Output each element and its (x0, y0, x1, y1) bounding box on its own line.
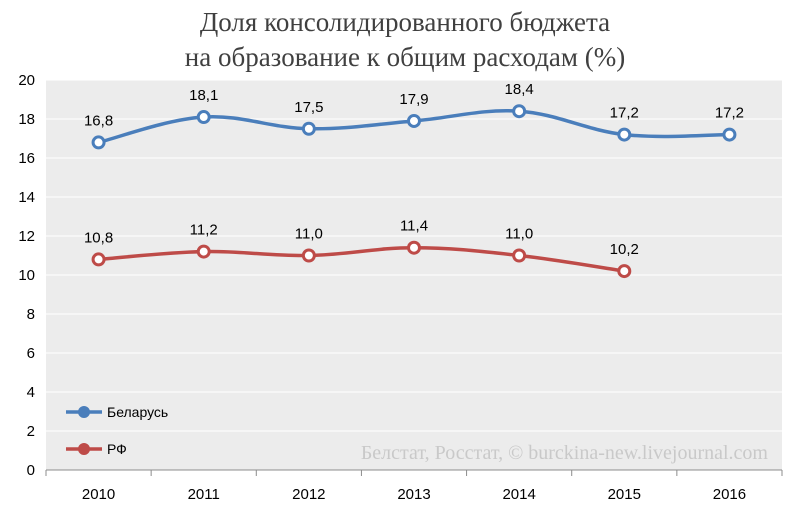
data-point (512, 248, 527, 263)
plot-area: 0 2 4 6 8 10 12 14 16 18 20 2010 2011 2012 2013 2014 201… (18, 72, 783, 503)
data-point (407, 240, 421, 255)
x-tick-label: 2015 (608, 486, 641, 503)
y-tick-label: 6 (27, 345, 35, 362)
y-tick-label: 4 (27, 384, 35, 401)
data-label: 10,2 (610, 241, 639, 258)
data-point (512, 104, 527, 119)
y-tick-label: 18 (18, 111, 35, 128)
data-label: 11,4 (400, 218, 428, 235)
data-label: 18,1 (189, 87, 218, 104)
x-tick-label: 2010 (82, 486, 115, 503)
legend-marker (78, 406, 90, 418)
x-tick-label: 2012 (292, 486, 325, 503)
data-label: 10,8 (84, 229, 113, 246)
y-tick-label: 10 (18, 267, 35, 284)
data-point (301, 248, 316, 263)
watermark: Белстат, Росстат, © burckina-new.livejou… (361, 442, 769, 464)
data-label: 17,5 (294, 99, 323, 116)
data-label: 17,2 (715, 105, 744, 122)
legend-label: Беларусь (107, 404, 168, 420)
y-tick-label: 14 (18, 189, 35, 206)
data-label: 16,8 (84, 112, 113, 129)
data-label: 17,2 (610, 105, 639, 122)
data-point (617, 264, 632, 279)
x-tick-label: 2014 (502, 486, 535, 503)
y-tick-label: 20 (18, 72, 35, 89)
x-tick-label: 2011 (188, 486, 220, 503)
legend-marker (78, 443, 90, 455)
data-point (722, 127, 737, 142)
data-point (301, 121, 316, 136)
data-point (617, 127, 632, 142)
chart-title-line-1: Доля консолидированного бюджета (200, 7, 610, 37)
data-label: 11,2 (190, 222, 218, 239)
data-point (407, 113, 421, 128)
data-point (196, 110, 211, 125)
x-tick-label: 2013 (397, 486, 430, 503)
data-point (91, 135, 106, 150)
y-tick-label: 2 (27, 423, 35, 440)
x-tick-label: 2016 (713, 486, 746, 503)
data-label: 17,9 (399, 91, 428, 108)
data-point (196, 244, 211, 259)
series-line-2 (96, 245, 627, 273)
y-tick-label: 8 (27, 306, 35, 323)
data-label: 11,0 (505, 226, 533, 243)
legend-label: РФ (107, 441, 127, 457)
data-point (91, 252, 106, 267)
y-tick-label: 16 (18, 150, 35, 167)
chart-title-line-2: на образование к общим расходам (%) (185, 42, 625, 72)
data-label: 18,4 (505, 81, 534, 98)
y-tick-label: 12 (18, 228, 35, 245)
y-tick-label: 0 (27, 462, 35, 479)
data-label: 11,0 (295, 226, 323, 243)
